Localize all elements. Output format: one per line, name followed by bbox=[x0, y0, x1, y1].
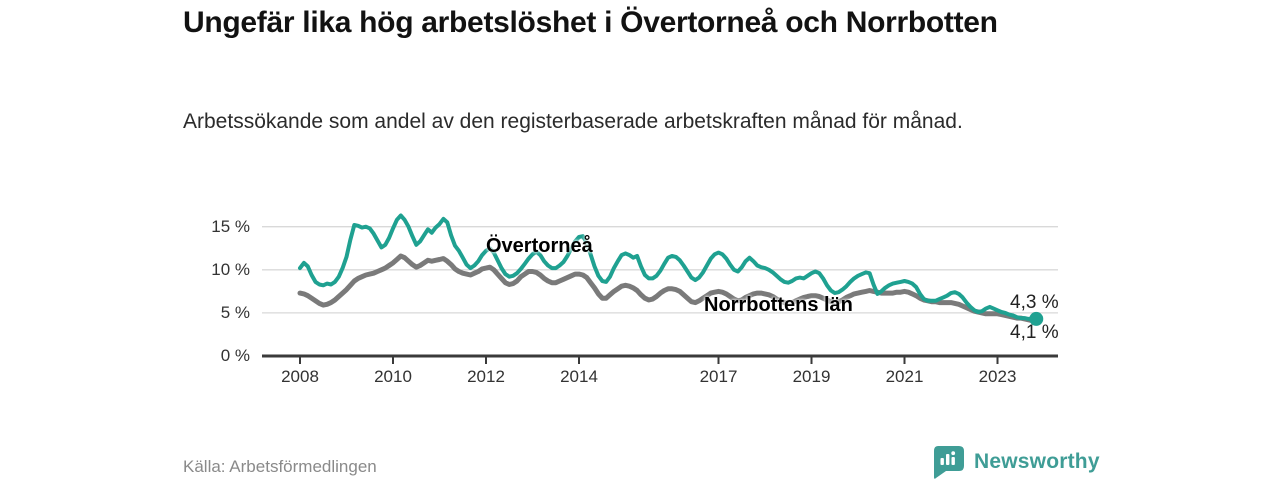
x-tick-label: 2008 bbox=[281, 367, 319, 386]
page-subtitle: Arbetssökande som andel av den registerb… bbox=[183, 110, 963, 133]
newsworthy-wordmark: Newsworthy bbox=[974, 450, 1100, 473]
x-tick-label: 2017 bbox=[699, 367, 738, 386]
y-tick-label: 0 % bbox=[220, 346, 250, 365]
x-tick-label: 2021 bbox=[885, 367, 924, 386]
series-label-overtornea: Övertorneå bbox=[486, 235, 593, 257]
x-tick-label: 2014 bbox=[560, 367, 598, 386]
x-tick-label: 2019 bbox=[792, 367, 831, 386]
newsworthy-logo: Newsworthy bbox=[932, 445, 1100, 479]
y-tick-label: 5 % bbox=[220, 302, 250, 322]
source-text: Källa: Arbetsförmedlingen bbox=[183, 457, 377, 476]
x-tick-label: 2012 bbox=[467, 367, 505, 386]
page-title: Ungefär lika hög arbetslöshet i Övertorn… bbox=[183, 6, 998, 39]
x-tick-label: 2010 bbox=[374, 367, 412, 386]
y-tick-label: 10 % bbox=[211, 259, 250, 279]
y-tick-label: 15 % bbox=[211, 216, 250, 236]
bar-chart-bubble-icon bbox=[934, 446, 964, 479]
end-value-label-norrbotten: 4,1 % bbox=[1010, 322, 1059, 343]
series-label-norrbotten: Norrbottens län bbox=[704, 294, 853, 316]
x-tick-label: 2023 bbox=[978, 367, 1017, 386]
end-value-label-overtornea: 4,3 % bbox=[1010, 292, 1059, 313]
